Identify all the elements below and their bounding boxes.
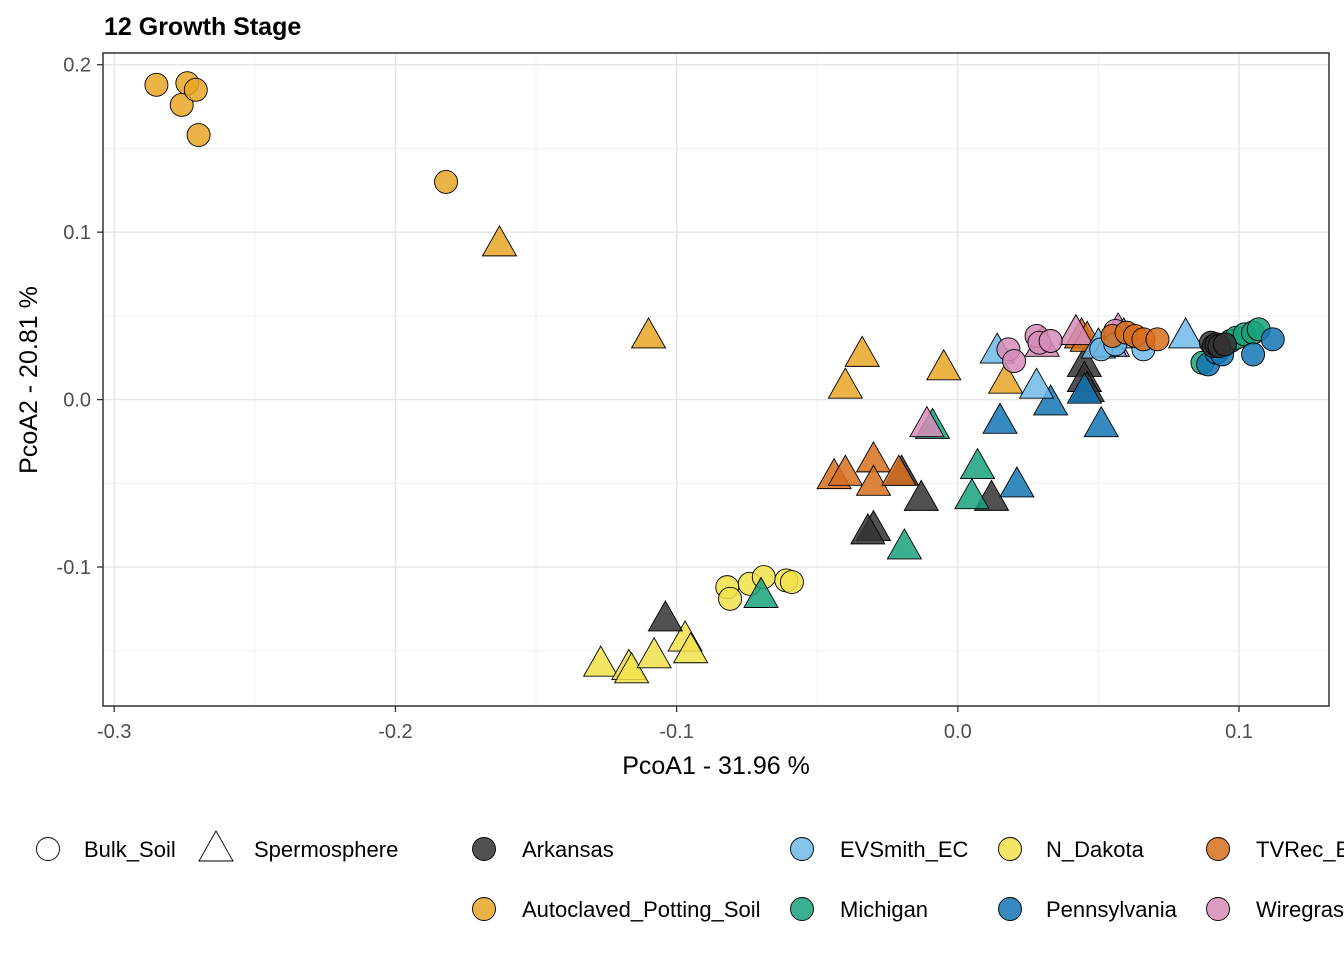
legend-key-color (472, 897, 496, 921)
legend-label: N_Dakota (1046, 837, 1145, 862)
legend: Bulk_Soil Spermosphere Arkansas Autoclaved_… (36, 830, 1344, 922)
legend-key-color (472, 837, 496, 861)
data-point-circle (1260, 327, 1285, 352)
legend-key-circle (36, 837, 60, 861)
legend-label: Spermosphere (254, 837, 398, 862)
data-point-triangle (954, 477, 990, 510)
data-point-triangle (925, 348, 962, 381)
legend-key-color (1206, 837, 1230, 861)
x-tick-label: -0.3 (97, 721, 131, 743)
data-point-circle (1145, 327, 1170, 352)
data-point-triangle (987, 362, 1024, 394)
legend-key-color (790, 897, 814, 921)
data-point-triangle (827, 367, 864, 399)
data-point-circle (779, 570, 804, 595)
data-point-circle (144, 72, 169, 97)
data-point-triangle (1058, 313, 1094, 346)
data-point-triangle (827, 454, 864, 486)
y-tick-label: 0.0 (63, 390, 91, 412)
data-point-triangle (844, 335, 880, 367)
data-point-triangle (850, 512, 886, 545)
legend-label: Bulk_Soil (84, 837, 176, 862)
legend-label: Wiregras (1256, 897, 1344, 922)
data-point-triangle (743, 576, 779, 608)
data-points (144, 71, 1285, 684)
legend-label: TVRec_E (1256, 837, 1344, 862)
data-point-triangle (999, 466, 1035, 498)
legend-key-triangle (198, 830, 234, 862)
y-tick-label: -0.1 (57, 557, 91, 579)
x-axis-title: PcoA1 - 31.96 % (622, 752, 810, 780)
data-point-triangle (672, 631, 709, 664)
data-point-circle (1038, 329, 1063, 353)
chart-title: 12 Growth Stage (104, 13, 301, 41)
data-point-triangle (855, 464, 892, 496)
data-point-circle (186, 123, 211, 147)
x-tick-label: 0.1 (1225, 721, 1253, 743)
legend-label: Michigan (840, 897, 928, 922)
data-point-circle (718, 586, 743, 611)
data-point-circle (1213, 332, 1237, 357)
y-axis-ticks: -0.1 0.0 0.1 0.2 (57, 55, 103, 579)
legend-label: Arkansas (522, 837, 614, 862)
legend-key-color (998, 837, 1022, 861)
grid-minor (103, 53, 1329, 706)
data-point-triangle (1083, 405, 1120, 438)
legend-key-color (998, 897, 1022, 921)
data-point-triangle (630, 317, 667, 349)
data-point-triangle (982, 402, 1018, 434)
legend-label: Pennsylvania (1046, 897, 1178, 922)
y-tick-label: 0.2 (63, 55, 91, 77)
data-point-triangle (636, 636, 672, 669)
data-point-triangle (909, 405, 945, 438)
data-point-triangle (886, 528, 923, 560)
data-point-triangle (903, 479, 940, 511)
data-point-circle (1241, 342, 1266, 367)
data-point-triangle (582, 645, 619, 677)
data-point-triangle (1018, 367, 1055, 399)
data-point-circle (169, 92, 194, 117)
legend-key-color (790, 837, 814, 861)
data-point-triangle (647, 600, 684, 632)
x-axis-ticks: -0.3 -0.2 -0.1 0.0 0.1 (97, 706, 1253, 743)
data-point-triangle (881, 454, 917, 486)
grid-major (103, 53, 1329, 706)
data-point-triangle (1066, 372, 1103, 404)
legend-label: EVSmith_EC (840, 837, 968, 862)
legend-label: Autoclaved_Potting_Soil (522, 897, 761, 922)
x-tick-label: -0.1 (659, 721, 693, 743)
legend-key-color (1206, 897, 1230, 921)
data-point-circle (183, 77, 208, 102)
data-point-triangle (481, 224, 518, 257)
data-point-circle (1002, 349, 1027, 374)
data-point-circle (434, 169, 459, 194)
data-point-triangle (1032, 384, 1069, 416)
y-tick-label: 0.1 (63, 222, 91, 244)
data-point-triangle (959, 447, 996, 480)
y-axis-title: PcoA2 - 20.81 % (15, 286, 43, 474)
plot-panel-border (102, 52, 1330, 707)
x-tick-label: 0.0 (944, 721, 972, 743)
data-point-triangle (1167, 317, 1204, 349)
x-tick-label: -0.2 (378, 721, 412, 743)
